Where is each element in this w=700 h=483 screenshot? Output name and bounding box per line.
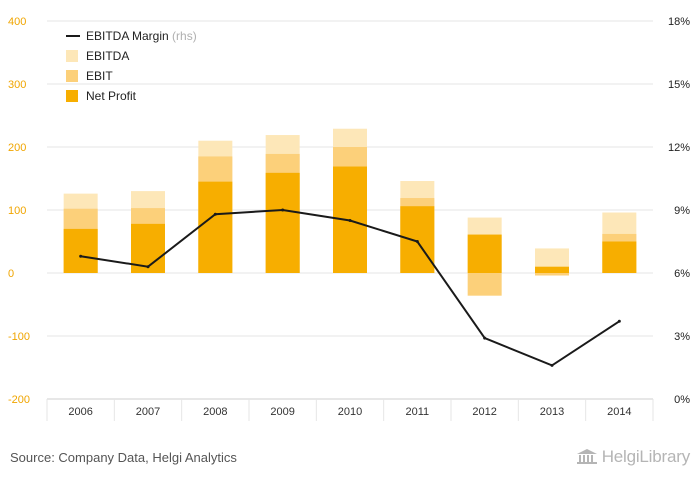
x-tick-label: 2007 xyxy=(136,406,160,418)
x-tick-label: 2014 xyxy=(607,406,631,418)
legend-swatch-ebit xyxy=(66,70,78,82)
line-point-ebitda-margin xyxy=(281,208,285,212)
line-point-ebitda-margin xyxy=(550,363,554,367)
bar-net-profit xyxy=(198,181,233,273)
x-tick-label: 2012 xyxy=(472,406,496,418)
line-point-ebitda-margin xyxy=(415,240,419,243)
bar-net-profit xyxy=(265,172,300,273)
y2-tick-label: 6% xyxy=(674,268,690,280)
x-tick-label: 2011 xyxy=(406,406,430,418)
y2-tick-label: 0% xyxy=(674,394,690,406)
line-point-ebitda-margin xyxy=(213,212,217,216)
bar-ebit xyxy=(467,273,502,296)
bar-net-profit xyxy=(467,234,502,273)
bar-net-profit xyxy=(63,228,98,273)
legend-rhs-suffix: (rhs) xyxy=(172,29,197,43)
line-point-ebitda-margin xyxy=(483,336,487,340)
y-tick-label: 300 xyxy=(8,79,26,91)
bar-net-profit xyxy=(602,241,637,273)
line-point-ebitda-margin xyxy=(617,319,621,323)
y2-tick-label: 9% xyxy=(674,205,690,217)
y2-tick-label: 18% xyxy=(668,16,690,28)
bar-net-profit xyxy=(535,266,569,273)
y-tick-label: 400 xyxy=(8,16,26,28)
source-note: Source: Company Data, Helgi Analytics xyxy=(10,450,237,465)
legend-label-net-profit: Net Profit xyxy=(86,89,137,103)
legend-label-ebitda-margin: EBITDA Margin (rhs) xyxy=(86,29,197,43)
y2-tick-label: 15% xyxy=(668,79,690,91)
y-tick-label: 200 xyxy=(8,142,26,154)
legend-swatch-ebitda xyxy=(66,50,78,62)
legend-label-ebit: EBIT xyxy=(86,69,113,83)
bar-ebit xyxy=(535,273,569,276)
x-tick-label: 2013 xyxy=(540,406,564,418)
line-point-ebitda-margin xyxy=(79,254,83,258)
helgi-library-logo[interactable]: HelgiLibrary xyxy=(576,447,690,467)
x-tick-label: 2009 xyxy=(270,406,294,418)
line-point-ebitda-margin xyxy=(146,265,150,269)
legend-label-ebitda: EBITDA xyxy=(86,49,129,63)
y-tick-label: -100 xyxy=(8,331,30,343)
y2-tick-label: 3% xyxy=(674,331,690,343)
y-tick-label: 0 xyxy=(8,268,14,280)
x-tick-label: 2006 xyxy=(68,406,92,418)
library-building-icon xyxy=(576,449,597,464)
y2-tick-label: 12% xyxy=(668,142,690,154)
line-point-ebitda-margin xyxy=(348,219,352,222)
y-tick-label: -200 xyxy=(8,394,30,406)
x-tick-label: 2008 xyxy=(203,406,227,418)
x-tick-label: 2010 xyxy=(338,406,362,418)
bar-net-profit xyxy=(400,206,435,273)
logo-text: HelgiLibrary xyxy=(601,447,691,466)
y-tick-label: 100 xyxy=(8,205,26,217)
legend-swatch-net-profit xyxy=(66,90,78,102)
chart: 400 300 200 100 0 -100 -200 18% 15% 12% 9% 6% 3% 0% 20… xyxy=(8,16,690,421)
